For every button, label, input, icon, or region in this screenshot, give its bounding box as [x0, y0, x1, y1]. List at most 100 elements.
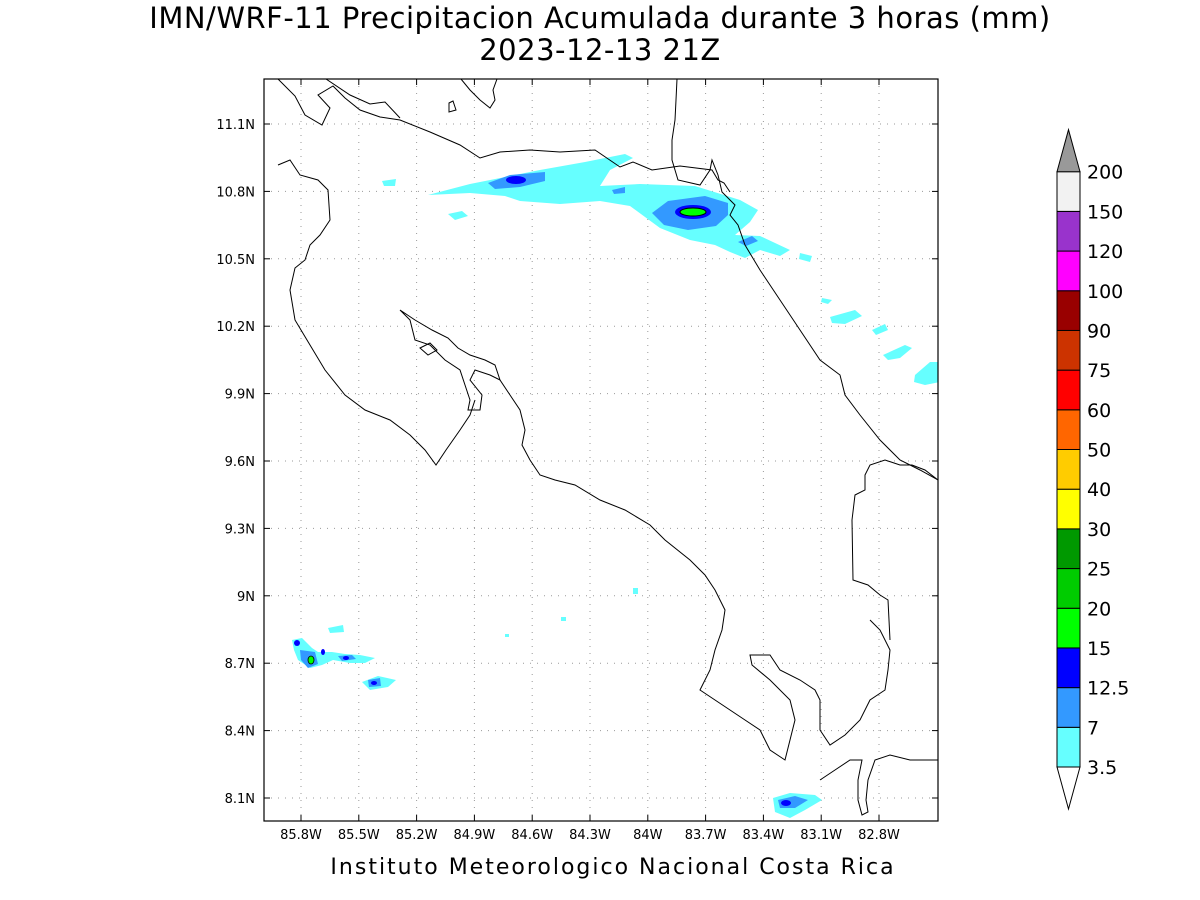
precip-area-dark — [781, 800, 791, 806]
colorbar-label: 12.5 — [1087, 678, 1129, 700]
pacific-coast-north — [277, 159, 476, 466]
colorbar-swatch — [1056, 568, 1081, 609]
colorbar-swatch — [1056, 687, 1081, 728]
colorbar-label: 50 — [1087, 440, 1111, 462]
precip-area-light — [633, 588, 638, 594]
lon-tick-label: 84.3W — [569, 828, 611, 843]
lon-tick-label: 83.1W — [800, 828, 842, 843]
latitude-axis: 11.1N 10.8N 10.5N 10.2N 9.9N 9.6N 9.3N 9N 8.7N 8.… — [216, 118, 938, 807]
precip-area-dark — [343, 656, 349, 660]
chira-island — [419, 342, 438, 356]
colorbar-swatch — [1056, 449, 1081, 490]
map-subtitle: 2023-12-13 21Z — [479, 33, 721, 67]
precip-area-light — [428, 154, 790, 258]
precip-area-dark — [506, 176, 526, 184]
colorbar-swatch — [1056, 488, 1081, 530]
precip-area-light — [799, 253, 812, 262]
lat-tick-label: 9.3N — [225, 522, 255, 537]
colorbar-over-arrow — [1056, 127, 1081, 173]
precipitation-layer — [292, 154, 938, 818]
lat-tick-label: 9.9N — [225, 388, 255, 403]
colorbar-swatch — [1056, 409, 1081, 450]
lat-tick-label: 10.5N — [216, 253, 255, 268]
lat-tick-label: 8.4N — [225, 725, 255, 740]
colorbar-label: 100 — [1087, 281, 1123, 303]
precip-contour — [307, 655, 315, 665]
lon-tick-label: 83.4W — [742, 828, 784, 843]
colorbar-label: 25 — [1087, 559, 1111, 581]
colorbar-label: 40 — [1087, 479, 1111, 501]
nicaragua-coast — [325, 79, 401, 119]
colorbar-swatch — [1056, 726, 1081, 768]
colorbar-under-arrow — [1056, 766, 1081, 811]
precip-area-green — [680, 208, 706, 216]
lon-tick-label: 84W — [633, 828, 663, 843]
lon-tick-label: 82.8W — [858, 828, 900, 843]
nicaragua-border — [277, 79, 731, 193]
lon-tick-label: 85.2W — [396, 828, 438, 843]
precip-area-light — [382, 179, 396, 186]
lat-tick-label: 8.7N — [225, 657, 255, 672]
colorbar-swatch — [1056, 290, 1081, 331]
graticule — [264, 79, 938, 821]
map-title: IMN/WRF-11 Precipitacion Acumulada duran… — [149, 1, 1051, 35]
map-footer: Instituto Meteorologico Nacional Costa R… — [330, 855, 896, 880]
lon-tick-label: 84.9W — [453, 828, 495, 843]
colorbar-swatch — [1056, 250, 1081, 292]
lon-tick-label: 85.5W — [338, 828, 380, 843]
colorbar-label: 30 — [1087, 519, 1111, 541]
colorbar-swatch — [1056, 369, 1081, 411]
colorbar-swatch — [1056, 171, 1081, 212]
colorbar-label: 3.5 — [1087, 757, 1117, 779]
precip-area-light — [883, 345, 912, 360]
lat-tick-label: 11.1N — [216, 118, 255, 133]
precip-area-medium — [612, 187, 625, 194]
map-frame — [263, 78, 939, 822]
precip-area-light — [561, 617, 566, 621]
lat-tick-label: 10.2N — [216, 320, 255, 335]
coastline-layer — [277, 79, 938, 816]
precip-area-dark — [294, 640, 300, 646]
precip-area-dark — [371, 681, 377, 685]
colorbar-label: 150 — [1087, 201, 1123, 223]
lon-tick-label: 84.6W — [511, 828, 553, 843]
colorbar-label: 15 — [1087, 638, 1111, 660]
colorbar-swatch — [1056, 647, 1081, 689]
precip-contour — [679, 207, 707, 217]
lon-tick-label: 83.7W — [685, 828, 727, 843]
pacific-coast-central — [499, 379, 891, 761]
lat-tick-label: 9N — [237, 590, 255, 605]
longitude-axis: 85.8W 85.5W 85.2W 84.9W 84.6W 84.3W 84W 83.7W 83… — [280, 79, 900, 843]
caribbean-coast-north — [460, 79, 498, 109]
precip-area-light — [505, 634, 509, 637]
colorbar-label: 120 — [1087, 241, 1123, 263]
colorbar-swatch — [1056, 210, 1081, 252]
panama-border — [851, 459, 938, 641]
burica-peninsula — [819, 754, 938, 816]
precip-area-light — [328, 625, 344, 633]
colorbar-label: 20 — [1087, 598, 1111, 620]
lat-tick-label: 10.8N — [216, 185, 255, 200]
colorbar-swatch — [1056, 329, 1081, 371]
colorbar-label: 60 — [1087, 400, 1111, 422]
lat-tick-label: 8.1N — [225, 792, 255, 807]
precip-area-dark — [321, 649, 325, 655]
island — [448, 100, 457, 113]
colorbar-label: 75 — [1087, 360, 1111, 382]
precip-area-medium — [738, 236, 758, 246]
caribbean-coast — [671, 79, 938, 481]
precip-area-light — [821, 298, 832, 304]
precip-area-green — [308, 656, 314, 664]
nicoya-gulf — [399, 309, 501, 411]
lat-tick-label: 9.6N — [225, 455, 255, 470]
precip-area-light — [872, 324, 888, 335]
precip-area-light — [914, 362, 938, 385]
colorbar-label: 7 — [1087, 717, 1099, 739]
colorbar-swatch — [1056, 607, 1081, 649]
colorbar: 3.5 7 12.5 15 20 25 30 40 50 60 75 90 100 120 150 200 — [1056, 127, 1129, 811]
colorbar-label: 200 — [1087, 162, 1123, 184]
colorbar-swatch — [1056, 528, 1081, 570]
precip-area-light — [830, 310, 862, 324]
colorbar-label: 90 — [1087, 320, 1111, 342]
